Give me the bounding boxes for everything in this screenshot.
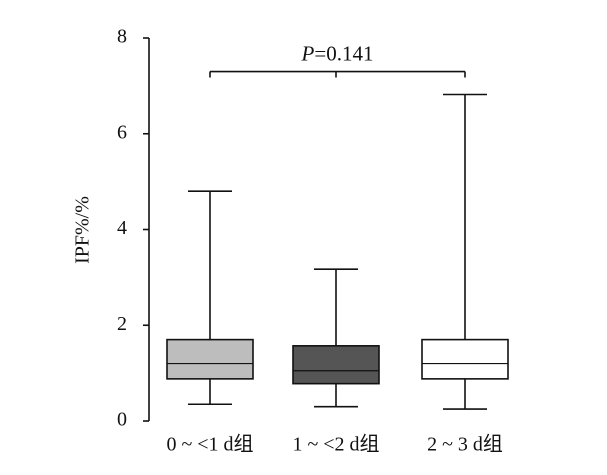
y-axis-label: IPF%/% bbox=[72, 196, 94, 264]
p-value-text: =0.141 bbox=[314, 41, 373, 65]
box-iqr bbox=[421, 338, 509, 380]
x-category-label: 0 ~ <1 d组 bbox=[166, 433, 253, 456]
y-tick-label: 6 bbox=[117, 121, 127, 143]
y-tick-label: 0 bbox=[117, 409, 127, 431]
axes: 0 2 4 6 8 0 ~ <1 d组 1 ~ <2 d组 2 ~ 3 d组 bbox=[117, 26, 503, 456]
significance-annotation: P=0.141 bbox=[209, 41, 466, 78]
box-iqr bbox=[292, 345, 380, 385]
box-group bbox=[166, 190, 254, 406]
y-tick-label: 2 bbox=[117, 313, 127, 335]
box-group bbox=[421, 93, 509, 410]
x-category-label: 1 ~ <2 d组 bbox=[292, 433, 379, 456]
y-tick-label: 4 bbox=[117, 217, 127, 239]
y-tick-label: 8 bbox=[117, 26, 127, 48]
x-category-label: 2 ~ 3 d组 bbox=[427, 433, 503, 456]
p-value-label: P=0.141 bbox=[301, 41, 374, 65]
boxes bbox=[166, 93, 509, 410]
box-group bbox=[292, 268, 380, 408]
p-symbol: P bbox=[301, 41, 315, 65]
box-iqr bbox=[166, 338, 254, 380]
